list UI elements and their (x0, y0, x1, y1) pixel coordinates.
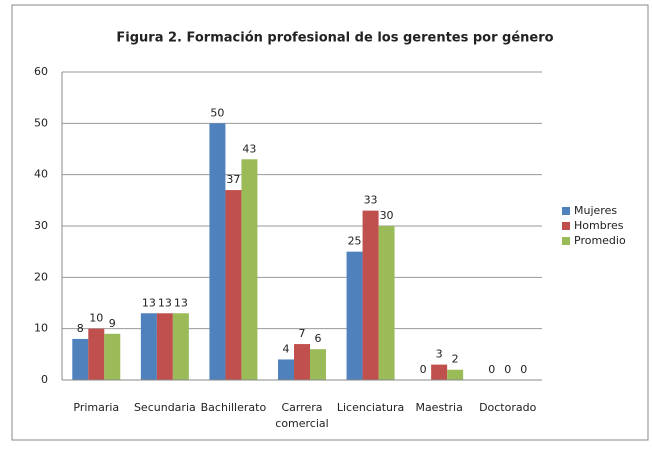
bar (72, 338, 89, 380)
legend-label: Mujeres (574, 204, 617, 217)
y-tick-label: 10 (34, 322, 48, 335)
bar (140, 313, 157, 380)
y-tick-label: 30 (34, 219, 48, 232)
bar (447, 369, 464, 380)
bar (362, 210, 379, 380)
x-tick-label: Bachillerato (201, 401, 267, 414)
value-label: 25 (348, 235, 362, 248)
bar (209, 123, 226, 380)
y-tick-label: 50 (34, 116, 48, 129)
x-tick-label: Maestria (415, 401, 462, 414)
bar (346, 251, 363, 380)
value-label: 13 (158, 296, 172, 309)
bar (225, 190, 242, 380)
bar (378, 226, 395, 380)
value-label: 0 (520, 363, 527, 376)
chart-title: Figura 2. Formación profesional de los g… (116, 31, 553, 46)
value-label: 30 (380, 209, 394, 222)
value-label: 8 (77, 322, 84, 335)
bar (156, 313, 173, 380)
bar (88, 328, 105, 380)
bar (431, 364, 448, 380)
legend-label: Promedio (574, 234, 626, 247)
x-tick-label: Doctorado (479, 401, 537, 414)
bar (241, 159, 258, 380)
y-tick-label: 40 (34, 168, 48, 181)
value-label: 0 (488, 363, 495, 376)
value-label: 4 (283, 342, 290, 355)
bar (310, 349, 326, 380)
x-tick-label: Carrera comercial (275, 401, 328, 430)
bar (294, 344, 310, 380)
value-label: 13 (174, 296, 188, 309)
bar (104, 333, 121, 380)
value-label: 43 (242, 142, 256, 155)
x-tick-label: Secundaria (134, 401, 196, 414)
value-label: 3 (436, 348, 443, 361)
y-tick-label: 20 (34, 270, 48, 283)
value-label: 2 (452, 353, 459, 366)
value-label: 0 (504, 363, 511, 376)
value-label: 50 (210, 106, 224, 119)
bar (172, 313, 189, 380)
bar (278, 359, 294, 380)
y-tick-label: 0 (41, 373, 48, 386)
value-label: 13 (142, 296, 156, 309)
y-tick-label: 60 (34, 65, 48, 78)
legend-swatch (562, 207, 570, 215)
x-tick-label: Primaria (73, 401, 119, 414)
value-label: 0 (420, 363, 427, 376)
value-label: 9 (109, 317, 116, 330)
legend-swatch (562, 237, 570, 245)
value-label: 10 (89, 312, 103, 325)
legend-label: Hombres (574, 219, 624, 232)
value-label: 6 (315, 332, 322, 345)
value-label: 7 (299, 327, 306, 340)
value-label: 37 (226, 173, 240, 186)
value-label: 33 (364, 194, 378, 207)
x-tick-label: Licenciatura (337, 401, 404, 414)
legend-swatch (562, 222, 570, 230)
